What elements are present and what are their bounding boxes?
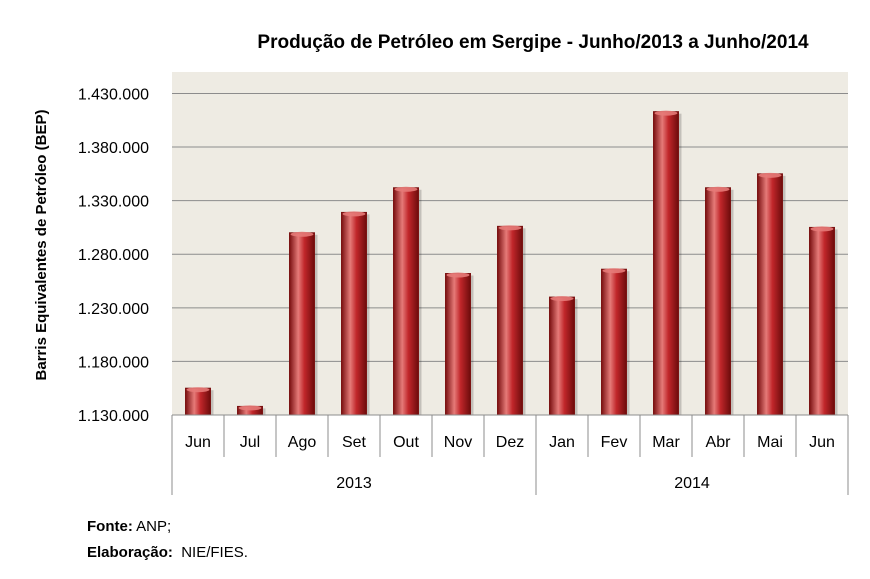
bar xyxy=(705,187,731,416)
chart-title: Produção de Petróleo em Sergipe - Junho/… xyxy=(257,32,809,53)
x-group-label: 2013 xyxy=(336,475,372,492)
x-tick-label: Jan xyxy=(549,434,575,451)
x-tick-label: Jun xyxy=(185,434,211,451)
bar-top xyxy=(654,110,678,116)
bar xyxy=(445,273,471,416)
source-value: ANP; xyxy=(132,518,172,535)
bar-top xyxy=(550,296,574,302)
y-tick-label: 1.130.000 xyxy=(78,408,149,425)
y-tick-label: 1.430.000 xyxy=(78,86,149,103)
credit-value: NIE/FIES. xyxy=(172,544,248,561)
y-tick-label: 1.380.000 xyxy=(78,140,149,157)
y-tick-label: 1.230.000 xyxy=(78,301,149,318)
x-tick-label: Mai xyxy=(757,434,783,451)
bar-top xyxy=(498,225,522,231)
x-tick-label: Nov xyxy=(444,434,472,451)
x-tick-label: Jul xyxy=(240,434,260,451)
x-tick-label: Out xyxy=(393,434,419,451)
source-line: Fonte: ANP; xyxy=(87,518,171,535)
x-tick-label: Dez xyxy=(496,434,524,451)
bar xyxy=(809,226,835,416)
y-tick-label: 1.180.000 xyxy=(78,354,149,371)
credit-label: Elaboração: xyxy=(87,544,173,561)
bar xyxy=(757,173,783,416)
x-tick-label: Set xyxy=(342,434,367,451)
x-axis: Jun Jul Ago Set Out Nov Dez Jan Fev Mar Abr Mai Jun 2… xyxy=(171,414,849,495)
bar xyxy=(185,387,211,416)
bar xyxy=(549,296,575,416)
bar xyxy=(653,111,679,416)
x-tick-label: Jun xyxy=(809,434,835,451)
bars xyxy=(185,110,838,416)
bar-top xyxy=(602,268,626,274)
bar xyxy=(601,268,627,416)
x-tick-label: Ago xyxy=(288,434,317,451)
bar-top xyxy=(394,186,418,192)
credit-line: Elaboração: NIE/FIES. xyxy=(87,544,248,561)
bar xyxy=(289,232,315,416)
y-tick-label: 1.280.000 xyxy=(78,247,149,264)
bar-top xyxy=(758,172,782,178)
bar-top xyxy=(186,387,210,393)
y-axis-ticks: 1.130.000 1.180.000 1.230.000 1.280.000 1.33… xyxy=(78,86,149,425)
bar xyxy=(497,225,523,416)
y-axis-label: Barris Equivalentes de Petróleo (BEP) xyxy=(33,110,50,381)
bar-top xyxy=(810,226,834,232)
bar xyxy=(341,211,367,416)
x-tick-label: Mar xyxy=(652,434,680,451)
bar xyxy=(393,187,419,416)
bar-top xyxy=(446,272,470,278)
source-label: Fonte: xyxy=(87,518,133,535)
y-tick-label: 1.330.000 xyxy=(78,194,149,211)
x-group-label: 2014 xyxy=(674,475,710,492)
bar-top xyxy=(290,231,314,237)
bar-top xyxy=(238,405,262,411)
bar-top xyxy=(706,186,730,192)
x-tick-label: Fev xyxy=(601,434,628,451)
bar-top xyxy=(342,211,366,217)
x-tick-label: Abr xyxy=(706,434,732,451)
